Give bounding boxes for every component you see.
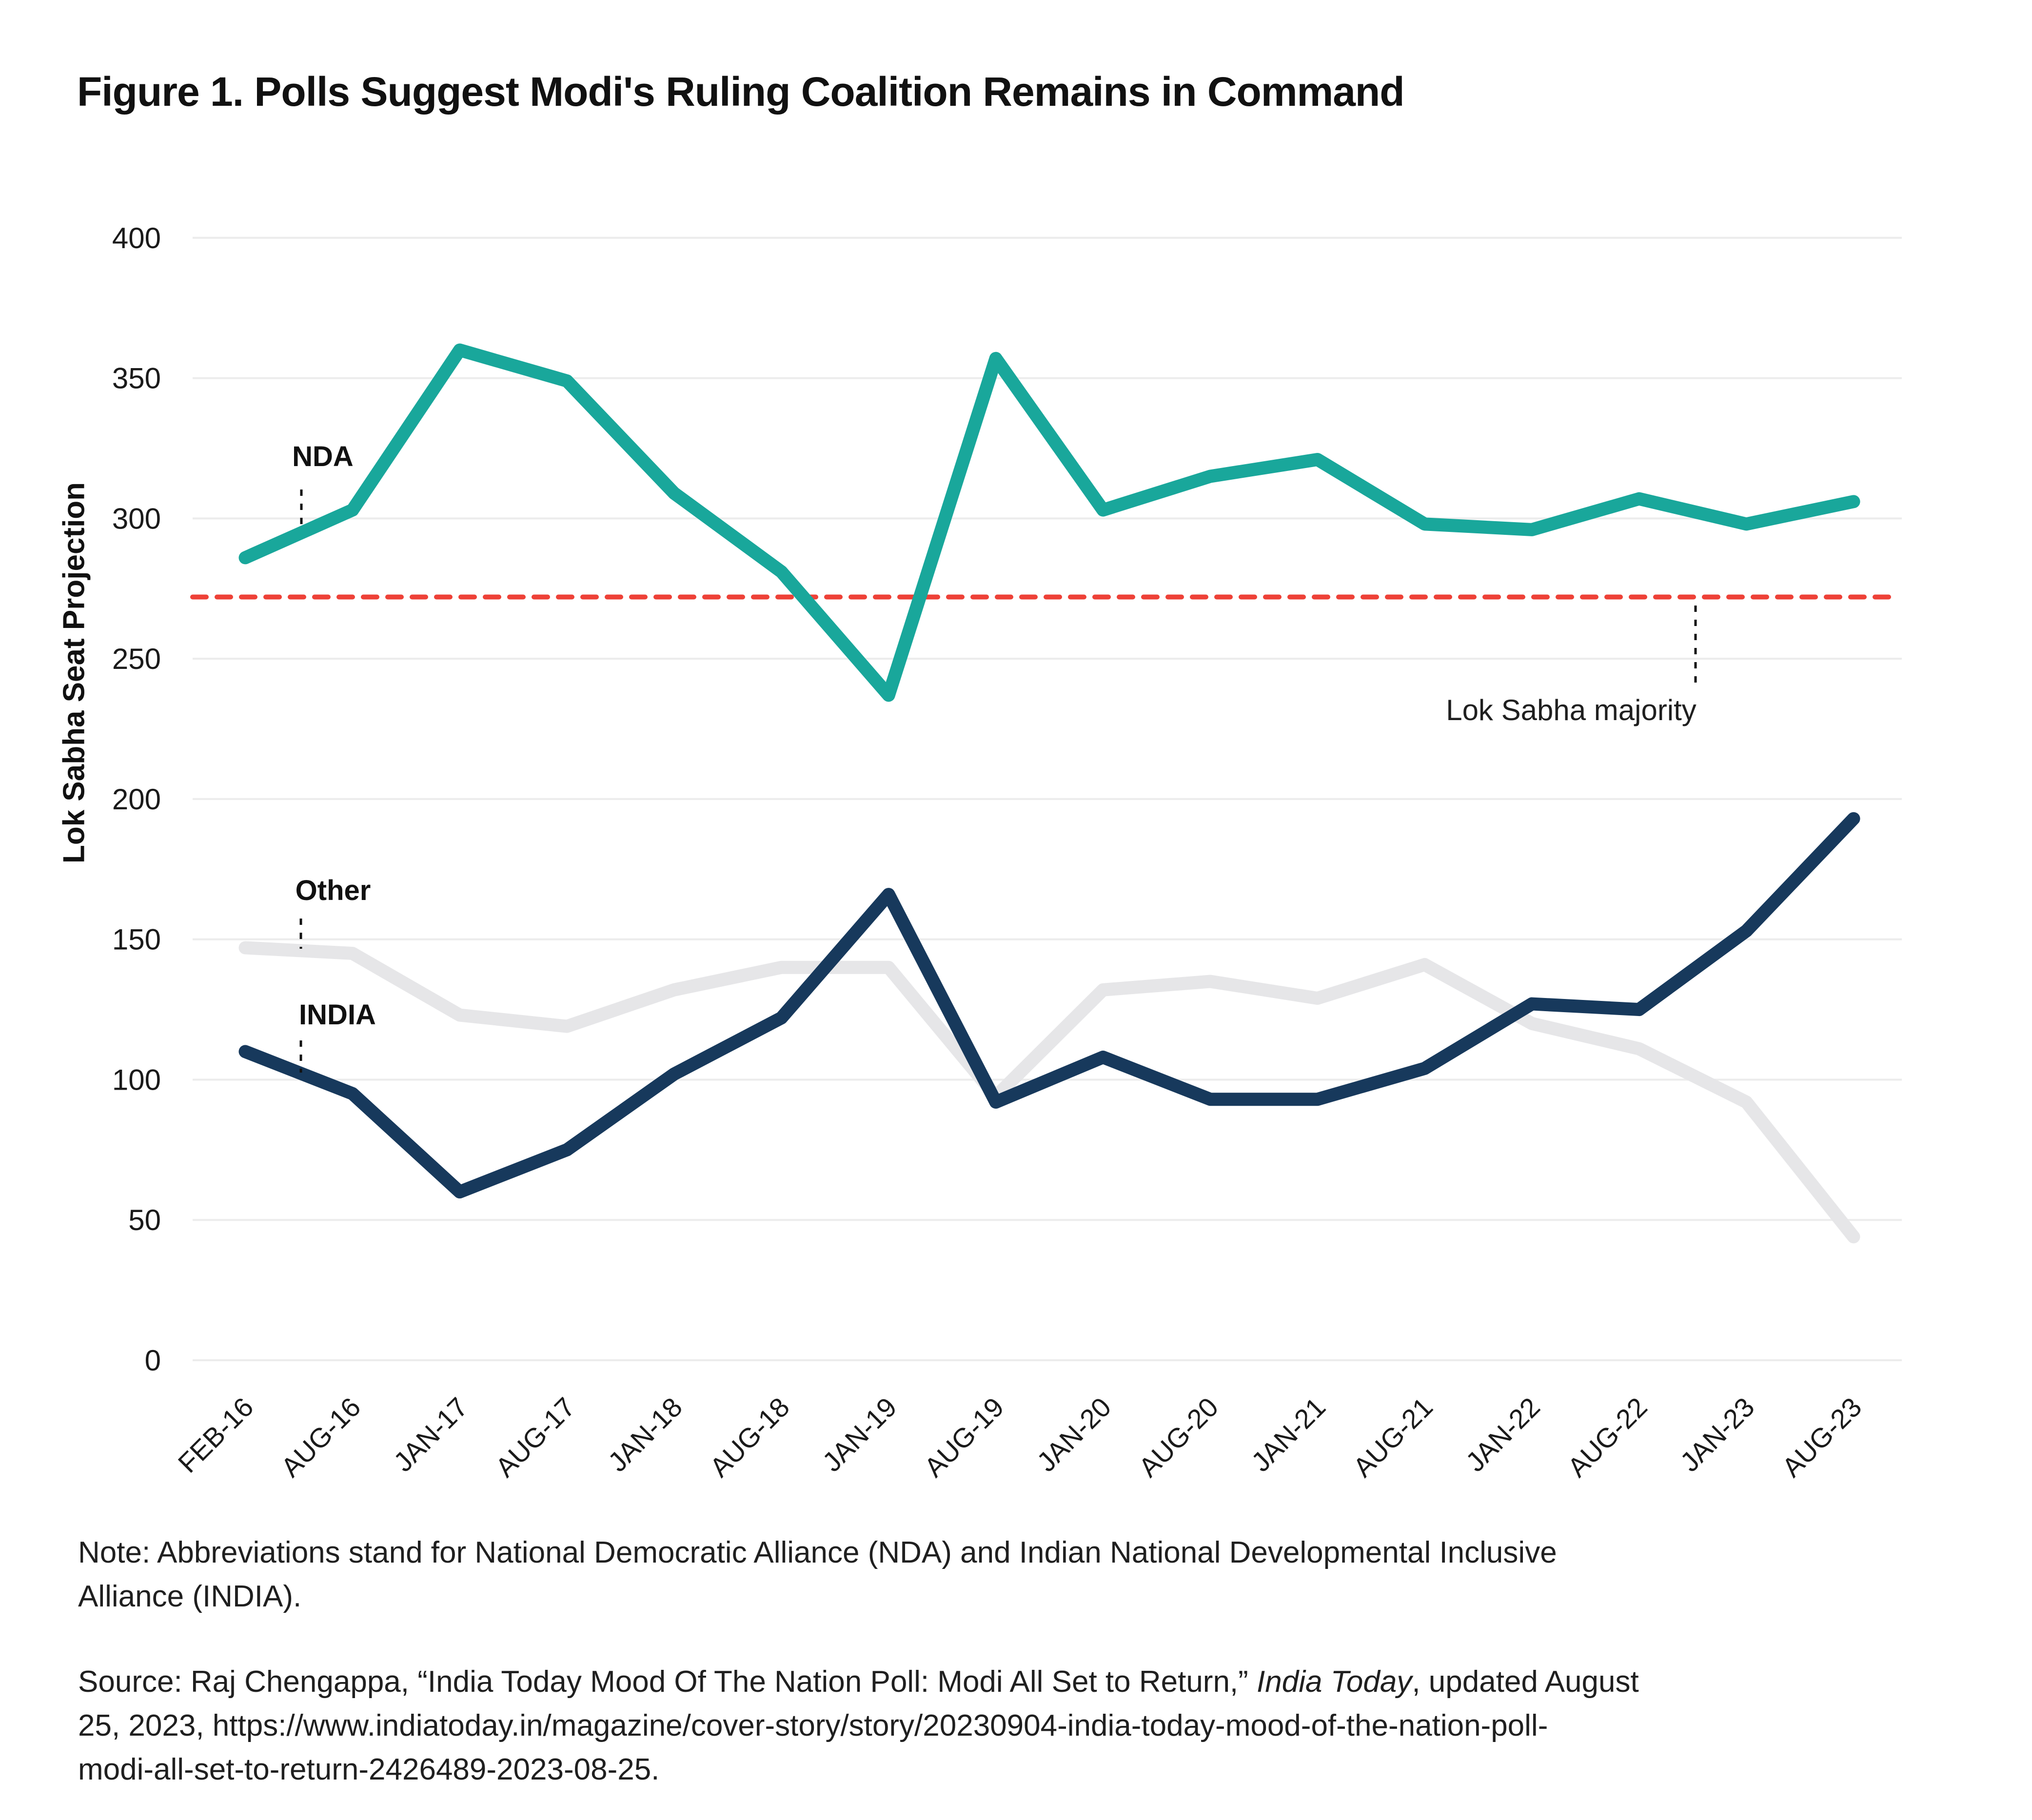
x-tick-label: JAN-19 <box>816 1391 903 1478</box>
x-tick-label: AUG-19 <box>918 1391 1010 1483</box>
y-tick-label: 150 <box>112 923 161 956</box>
y-tick-label: 250 <box>112 643 161 675</box>
y-tick-label: 200 <box>112 783 161 816</box>
note-line-2: Alliance (INDIA). <box>78 1580 302 1613</box>
series-label-india: INDIA <box>299 999 376 1031</box>
x-tick-label: JAN-22 <box>1460 1391 1546 1478</box>
x-tick-label: AUG-21 <box>1347 1391 1439 1483</box>
y-tick-label: 400 <box>112 222 161 254</box>
series-label-nda: NDA <box>292 441 354 472</box>
x-tick-label: FEB-16 <box>172 1391 259 1479</box>
x-tick-label: JAN-18 <box>602 1391 688 1478</box>
series-label-other: Other <box>295 875 371 906</box>
y-tick-label: 100 <box>112 1063 161 1096</box>
source-line-3: modi-all-set-to-return-2426489-2023-08-2… <box>78 1753 660 1786</box>
x-tick-label: AUG-22 <box>1561 1391 1653 1483</box>
note-text: Note: Abbreviations stand for National D… <box>78 1531 1960 1619</box>
x-tick-label: AUG-20 <box>1133 1391 1224 1483</box>
note-line-1: Note: Abbreviations stand for National D… <box>78 1536 1557 1569</box>
x-tick-label: JAN-17 <box>388 1391 474 1478</box>
x-tick-label: AUG-18 <box>704 1391 795 1483</box>
source-text: Source: Raj Chengappa, “India Today Mood… <box>78 1660 1960 1792</box>
x-tick-label: JAN-20 <box>1031 1391 1117 1478</box>
source-line-1: Source: Raj Chengappa, “India Today Mood… <box>78 1665 1639 1699</box>
majority-reference-label: Lok Sabha majority <box>1446 694 1697 726</box>
source-journal-name: India Today <box>1257 1665 1412 1699</box>
y-tick-label: 50 <box>128 1204 161 1236</box>
series-line-other <box>238 941 1860 1244</box>
y-tick-label: 0 <box>145 1344 161 1377</box>
x-tick-label: JAN-23 <box>1674 1391 1760 1478</box>
x-tick-label: JAN-21 <box>1245 1391 1332 1478</box>
figure-title: Figure 1. Polls Suggest Modi's Ruling Co… <box>77 69 1405 115</box>
y-tick-label: 300 <box>112 502 161 535</box>
series-line-india <box>238 812 1860 1199</box>
x-tick-label: AUG-17 <box>490 1391 581 1483</box>
source-line-2: 25, 2023, https://www.indiatoday.in/maga… <box>78 1709 1548 1742</box>
series-line-nda <box>238 343 1860 702</box>
x-tick-label: AUG-23 <box>1776 1391 1868 1483</box>
y-tick-label: 350 <box>112 362 161 395</box>
x-tick-label: AUG-16 <box>275 1391 367 1483</box>
